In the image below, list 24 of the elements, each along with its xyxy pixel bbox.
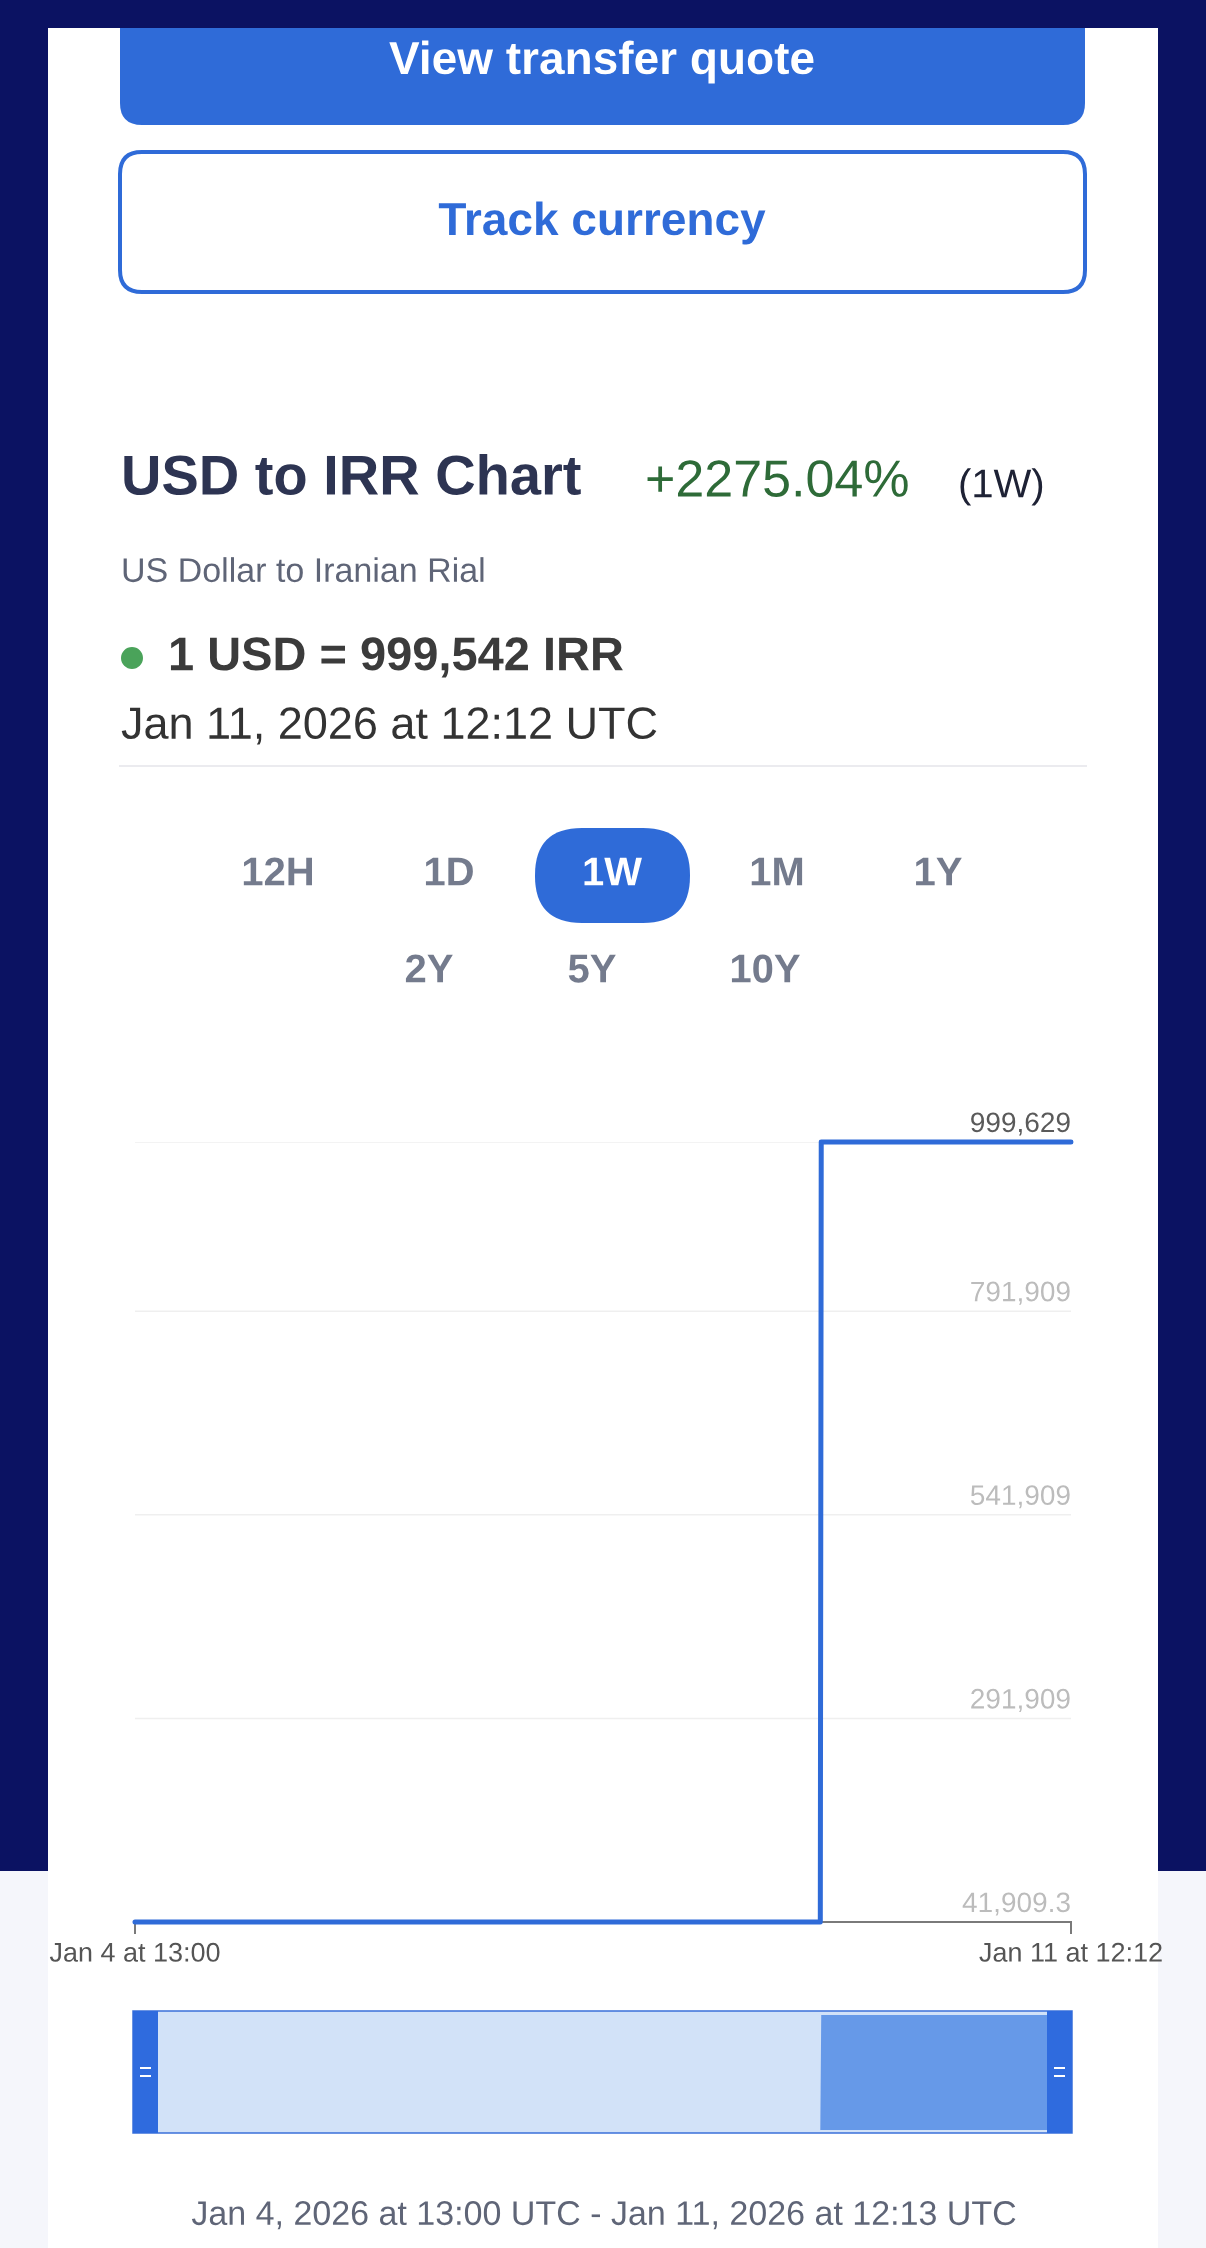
text: (1W) <box>960 468 1043 506</box>
text: 5Y <box>568 954 616 983</box>
y-tick-label: 999,629 <box>971 1112 1070 1136</box>
x-tick-label: Jan 11 at 12:12 <box>979 1942 1162 1962</box>
chart-subtitle: US Dollar to Iranian Rial <box>123 557 484 583</box>
text: Track currency <box>438 201 766 245</box>
text: 1M <box>751 857 803 886</box>
text: Jan 11, 2026 at 12:12 UTC <box>121 707 657 745</box>
text: 1W <box>584 857 642 886</box>
text: 1D <box>425 857 473 886</box>
text: Jan 4, 2026 at 13:00 UTC - Jan 11, 2026 at 12:13 UTC <box>191 2201 1016 2230</box>
text: +2275.04% <box>647 460 908 497</box>
y-tick-label: 791,909 <box>971 1281 1070 1305</box>
text: 2Y <box>405 954 453 983</box>
text: 10Y <box>731 954 800 983</box>
y-tick-label: 291,909 <box>971 1688 1070 1712</box>
text: 1 USD = 999,542 IRR <box>170 637 623 678</box>
text: 12H <box>243 857 312 886</box>
text: 1Y <box>916 857 962 886</box>
x-tick-label: Jan 4 at 13:00 <box>49 1942 220 1962</box>
y-tick-label: 41,909.3 <box>962 1892 1070 1916</box>
y-tick-label: 541,909 <box>970 1485 1070 1509</box>
chart-title: USD to IRR Chart <box>124 453 581 496</box>
text: View transfer quote <box>389 40 814 84</box>
